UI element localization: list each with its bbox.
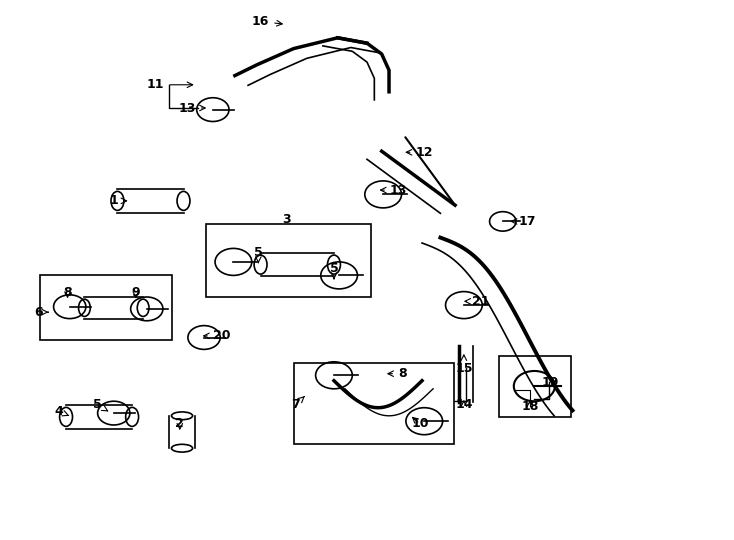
Text: 9: 9 [131,286,140,299]
Text: 14: 14 [455,399,473,411]
Text: 4: 4 [54,405,68,418]
Text: 13: 13 [178,102,206,114]
Text: 5: 5 [93,399,108,411]
Text: 18: 18 [521,400,539,413]
Text: 13: 13 [380,184,407,197]
Text: 1: 1 [109,194,127,207]
Text: 16: 16 [252,15,283,28]
Bar [206,224,371,297]
Text: 21: 21 [465,295,490,308]
Text: 5: 5 [330,262,338,279]
Text: 8: 8 [388,367,407,380]
Bar [40,275,172,340]
Text: 7: 7 [291,396,305,411]
Text: 17: 17 [512,215,536,228]
Text: 19: 19 [542,376,559,389]
Text: 5: 5 [254,246,263,262]
Text: 11: 11 [147,78,193,91]
Text: 10: 10 [411,417,429,430]
Bar [499,356,571,417]
Text: 20: 20 [203,329,230,342]
Text: 3: 3 [282,213,291,226]
Text: 15: 15 [455,355,473,375]
Text: 6: 6 [34,306,48,319]
Bar [294,363,454,444]
Text: 12: 12 [406,146,433,159]
Text: 2: 2 [175,417,184,430]
Text: 8: 8 [63,286,72,299]
